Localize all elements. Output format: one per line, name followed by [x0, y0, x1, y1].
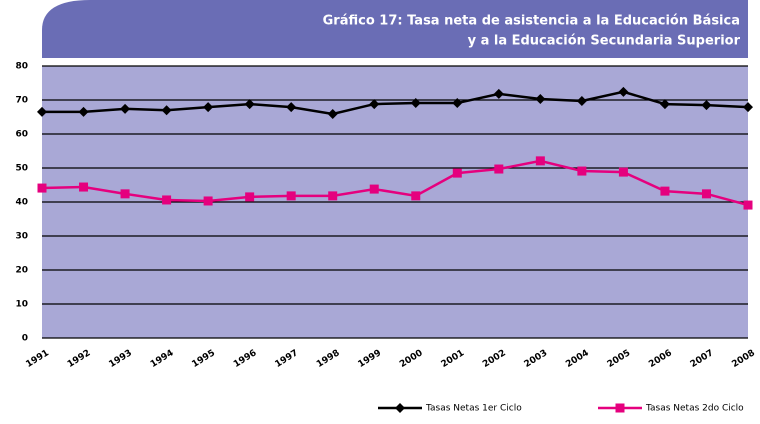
x-tick-label: 1996: [232, 348, 259, 370]
data-point: [535, 93, 546, 104]
data-point: [659, 99, 670, 110]
x-tick-label: 2002: [481, 348, 508, 370]
x-tick-label: 1991: [24, 348, 51, 370]
legend-label: Tasas Netas 1er Ciclo: [425, 404, 522, 414]
data-point: [701, 189, 711, 199]
data-point: [618, 86, 629, 97]
data-point: [743, 102, 753, 113]
y-tick-label: 60: [15, 130, 28, 140]
series-line: [41, 159, 749, 207]
x-tick-label: 2003: [523, 348, 550, 370]
y-tick-label: 80: [15, 62, 28, 72]
x-tick-label: 2001: [440, 348, 467, 370]
data-point: [120, 189, 130, 199]
y-tick-label: 50: [15, 164, 28, 174]
data-point: [411, 191, 421, 201]
data-point: [328, 191, 338, 201]
data-point: [618, 167, 628, 177]
x-tick-label: 1999: [357, 348, 384, 370]
data-point: [162, 195, 172, 205]
x-tick-label: 1998: [315, 348, 342, 370]
x-tick-label: 1995: [190, 348, 217, 370]
x-tick-label: 2004: [564, 348, 591, 370]
y-tick-label: 20: [15, 266, 28, 276]
data-point: [286, 191, 296, 201]
x-tick-label: 2000: [398, 348, 425, 370]
data-point: [369, 184, 379, 194]
title-banner: [42, 0, 748, 58]
data-point: [203, 102, 214, 113]
data-point: [369, 99, 380, 110]
y-tick-label: 70: [15, 96, 28, 106]
data-point: [244, 99, 255, 110]
data-point: [576, 96, 587, 107]
chart-title: y a la Educación Secundaria Superior: [468, 34, 741, 49]
x-tick-label: 2006: [647, 348, 674, 370]
data-point: [79, 182, 89, 192]
x-tick-label: 1994: [149, 348, 176, 370]
x-tick-label: 1997: [274, 348, 301, 370]
data-point: [245, 192, 255, 202]
data-point: [37, 183, 47, 193]
data-point: [37, 106, 47, 117]
data-point: [161, 105, 172, 116]
legend-marker: [395, 403, 405, 413]
y-tick-label: 40: [15, 198, 28, 208]
x-tick-label: 2007: [689, 348, 716, 370]
data-point: [410, 98, 421, 109]
y-tick-label: 0: [22, 334, 28, 344]
data-point: [327, 108, 338, 119]
legend-marker: [615, 403, 625, 413]
chart-title: Gráfico 17: Tasa neta de asistencia a la…: [323, 14, 740, 29]
data-point: [452, 168, 462, 178]
x-tick-label: 2005: [606, 348, 633, 370]
data-point: [203, 196, 213, 206]
series-line: [42, 90, 749, 116]
legend-label: Tasas Netas 2do Ciclo: [645, 404, 744, 414]
y-tick-label: 30: [15, 232, 28, 242]
data-point: [743, 200, 753, 210]
x-tick-label: 1992: [66, 348, 93, 370]
data-point: [78, 106, 89, 117]
data-point: [535, 156, 545, 166]
data-point: [452, 98, 463, 109]
data-point: [701, 100, 712, 111]
x-tick-label: 1993: [107, 348, 134, 370]
data-point: [577, 166, 587, 176]
y-tick-label: 10: [15, 300, 28, 310]
data-point: [493, 88, 504, 99]
data-point: [660, 186, 670, 196]
x-tick-label: 2008: [730, 348, 757, 370]
data-point: [494, 164, 504, 174]
data-point: [286, 102, 297, 113]
data-point: [120, 103, 131, 114]
